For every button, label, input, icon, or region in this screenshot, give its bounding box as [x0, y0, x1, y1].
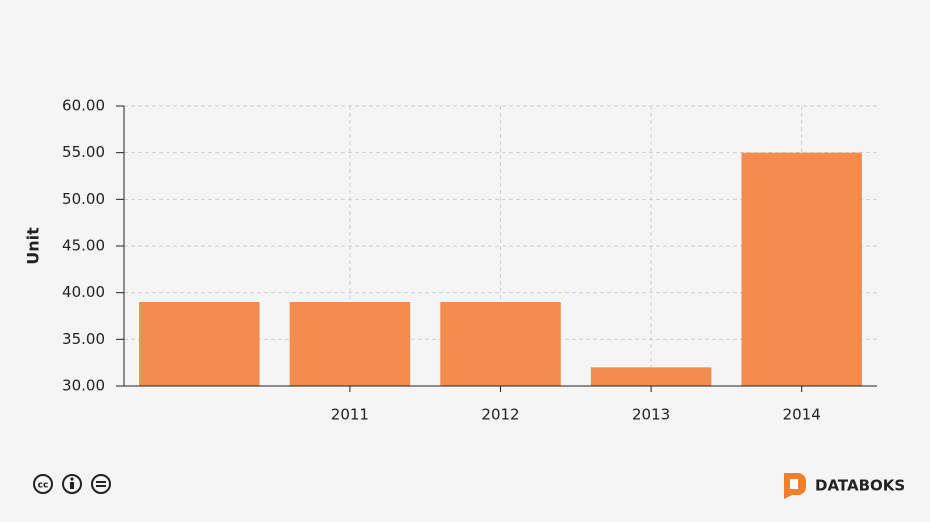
x-tick-label: 2011 [331, 406, 369, 424]
bar [440, 302, 561, 386]
bar [590, 367, 712, 386]
bar [741, 152, 862, 386]
x-tick-label: 2014 [783, 406, 821, 424]
x-tick-label: 2012 [481, 406, 519, 424]
y-tick-label: 45.00 [62, 237, 105, 255]
y-tick-label: 30.00 [62, 377, 105, 395]
cc-icons: cc [33, 474, 111, 494]
brand-logo [784, 473, 806, 499]
y-axis-label: Unit [24, 227, 43, 265]
y-tick-label: 40.00 [62, 283, 105, 301]
bar [139, 302, 260, 386]
y-tick-label: 55.00 [62, 143, 105, 161]
y-tick-label: 60.00 [62, 97, 105, 115]
y-tick-label: 35.00 [62, 330, 105, 348]
y-tick-label: 50.00 [62, 190, 105, 208]
bar [289, 302, 411, 386]
brand-name: DATABOKS [815, 477, 905, 495]
svg-text:cc: cc [38, 481, 49, 491]
x-tick-label: 2013 [632, 406, 670, 424]
